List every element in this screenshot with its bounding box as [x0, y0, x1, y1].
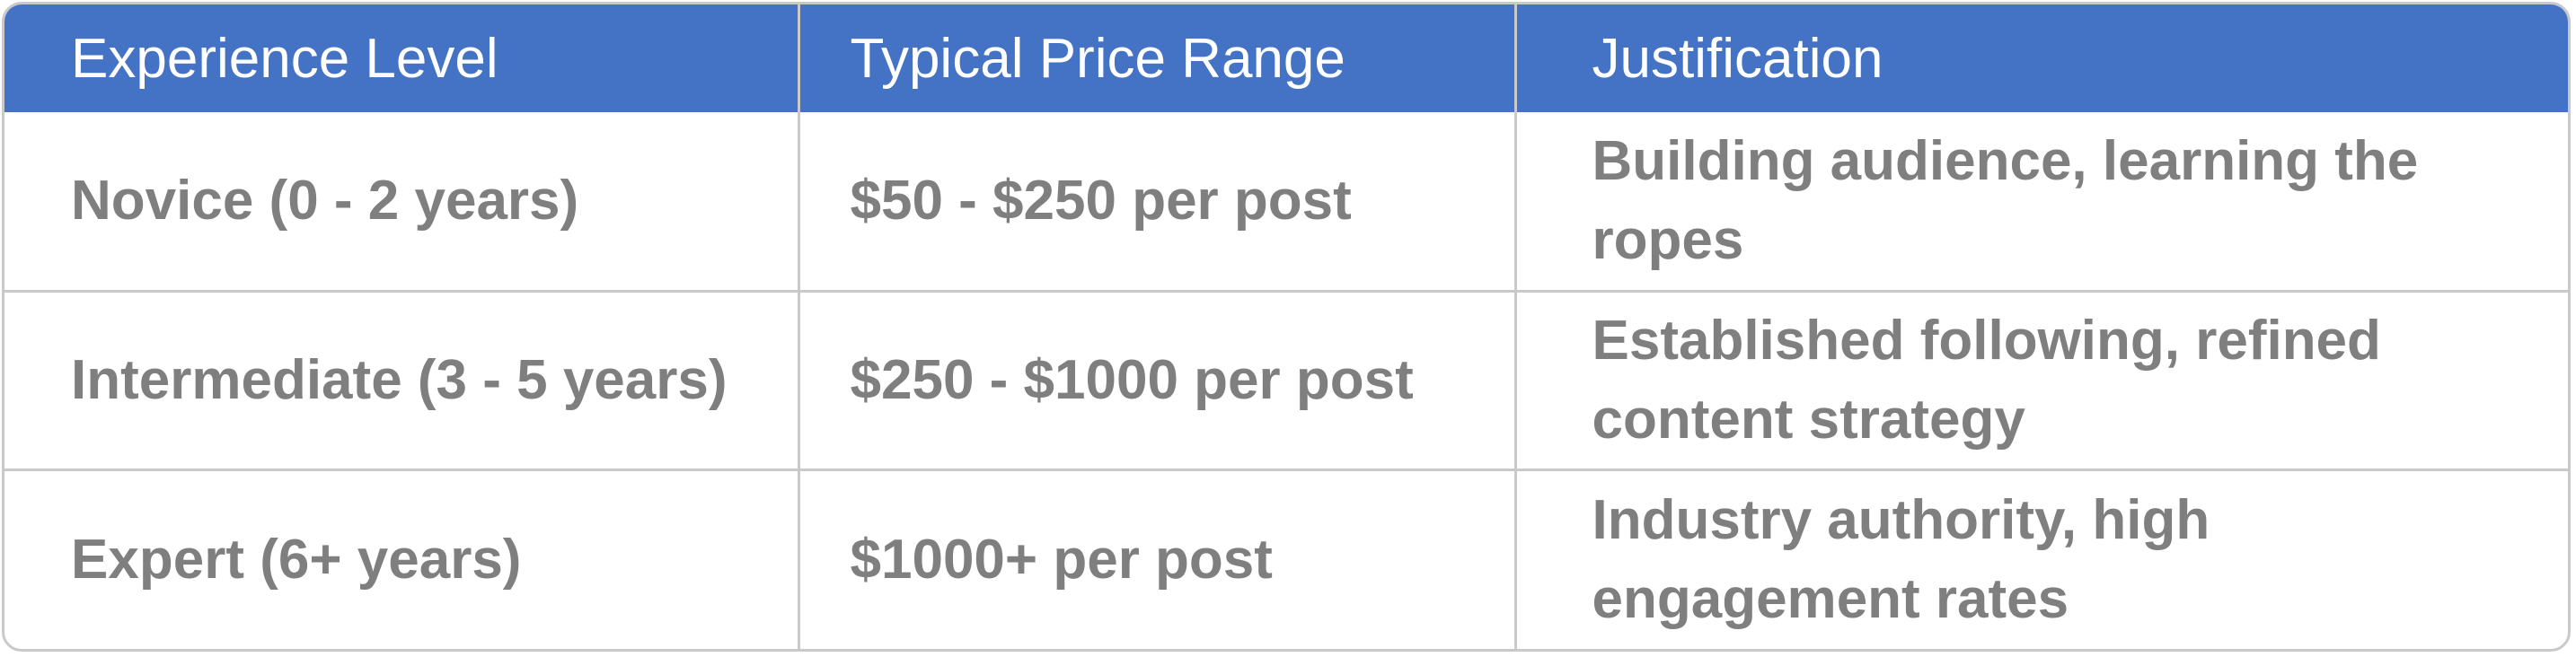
table-row: Intermediate (3 - 5 years) $250 - $1000 …: [4, 289, 2568, 469]
cell-experience-level: Intermediate (3 - 5 years): [4, 289, 800, 469]
cell-experience-level: Expert (6+ years): [4, 468, 800, 649]
header-row: Experience Level Typical Price Range Jus…: [4, 4, 2568, 112]
cell-price-range: $50 - $250 per post: [798, 112, 1517, 291]
table-row: Expert (6+ years) $1000+ per post Indust…: [4, 468, 2568, 649]
header-experience-level: Experience Level: [4, 4, 800, 112]
table-row: Novice (0 - 2 years) $50 - $250 per post…: [4, 112, 2568, 291]
table-header: Experience Level Typical Price Range Jus…: [4, 4, 2568, 112]
header-justification: Justification: [1515, 4, 2568, 112]
cell-justification: Industry authority, high engagement rate…: [1515, 468, 2568, 649]
cell-experience-level: Novice (0 - 2 years): [4, 112, 800, 291]
cell-justification: Established following, refined content s…: [1515, 289, 2568, 469]
cell-price-range: $250 - $1000 per post: [798, 289, 1517, 469]
table-body: Novice (0 - 2 years) $50 - $250 per post…: [4, 112, 2568, 649]
cell-price-range: $1000+ per post: [798, 468, 1517, 649]
cell-justification: Building audience, learning the ropes: [1592, 129, 2419, 271]
header-typical-price-range: Typical Price Range: [798, 4, 1517, 112]
pricing-table-grid: Experience Level Typical Price Range Jus…: [4, 4, 2568, 649]
